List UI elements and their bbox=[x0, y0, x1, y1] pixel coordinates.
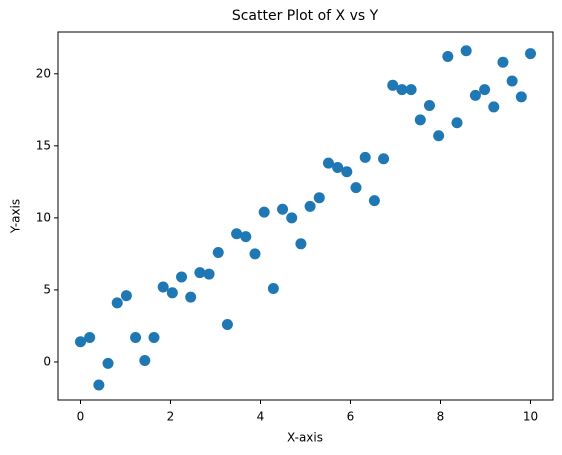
y-tick-label: 0 bbox=[43, 354, 51, 368]
y-tick-label: 10 bbox=[36, 210, 51, 224]
point bbox=[148, 331, 160, 343]
point bbox=[221, 318, 233, 330]
point bbox=[277, 203, 289, 215]
point bbox=[488, 101, 500, 113]
point bbox=[378, 153, 390, 165]
point bbox=[102, 357, 114, 369]
point bbox=[84, 331, 96, 343]
point bbox=[497, 56, 509, 68]
x-tick-label: 2 bbox=[167, 410, 175, 424]
y-tick-label: 15 bbox=[36, 138, 51, 152]
point bbox=[231, 228, 243, 240]
y-tick-label: 20 bbox=[36, 66, 51, 80]
point bbox=[525, 48, 536, 60]
point bbox=[433, 130, 445, 142]
point bbox=[479, 84, 491, 96]
point bbox=[322, 157, 334, 169]
point bbox=[93, 379, 105, 391]
x-axis-label: X-axis bbox=[287, 431, 323, 445]
point bbox=[176, 271, 188, 283]
chart-title: Scatter Plot of X vs Y bbox=[232, 8, 379, 24]
point bbox=[203, 268, 215, 280]
x-tick-label: 10 bbox=[523, 410, 538, 424]
point bbox=[212, 246, 224, 258]
point bbox=[396, 84, 408, 96]
point bbox=[405, 84, 417, 96]
point bbox=[387, 79, 399, 91]
point bbox=[442, 50, 454, 62]
point bbox=[469, 89, 481, 101]
x-tick-label: 0 bbox=[77, 410, 85, 424]
point bbox=[423, 99, 435, 111]
point bbox=[240, 231, 252, 243]
point bbox=[130, 331, 142, 343]
point bbox=[286, 212, 298, 224]
point bbox=[194, 267, 206, 279]
point bbox=[139, 355, 151, 367]
point bbox=[166, 287, 178, 299]
point bbox=[295, 238, 307, 250]
y-tick-label: 5 bbox=[43, 282, 51, 296]
point bbox=[111, 297, 123, 309]
x-tick-label: 6 bbox=[347, 410, 355, 424]
point bbox=[506, 75, 518, 87]
plot-frame bbox=[57, 31, 554, 401]
point bbox=[258, 206, 270, 218]
point bbox=[451, 117, 463, 129]
point bbox=[350, 182, 362, 194]
point bbox=[267, 282, 279, 294]
point bbox=[75, 336, 86, 348]
point bbox=[332, 161, 344, 173]
point bbox=[341, 166, 353, 178]
point bbox=[120, 290, 132, 302]
point bbox=[515, 91, 527, 103]
point bbox=[249, 248, 261, 260]
y-axis-label: Y-axis bbox=[9, 199, 23, 234]
point bbox=[304, 200, 316, 212]
x-tick-label: 4 bbox=[257, 410, 265, 424]
point bbox=[368, 195, 380, 207]
point bbox=[414, 114, 426, 126]
point bbox=[157, 281, 169, 293]
point bbox=[460, 45, 472, 57]
point bbox=[313, 192, 325, 204]
point bbox=[359, 151, 371, 163]
x-tick-label: 8 bbox=[437, 410, 445, 424]
point bbox=[185, 291, 197, 303]
